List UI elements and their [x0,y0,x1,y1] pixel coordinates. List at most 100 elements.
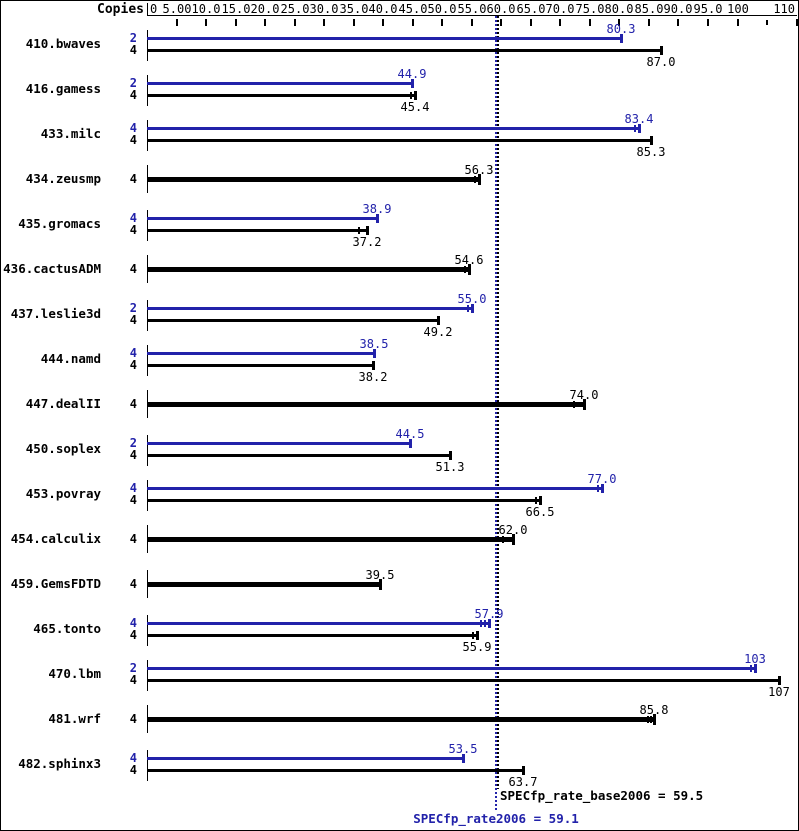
copies-label: 4 [129,673,137,687]
bar-value-label: 63.7 [508,775,538,789]
bar-run-mark [573,401,575,408]
benchmark-axis-segment [147,300,148,331]
copies-label: 4 [129,616,137,630]
bar-value-label: 44.9 [397,67,427,81]
bar-value-label: 80.3 [606,22,636,36]
result-bar-base [147,769,523,772]
axis-zero-label: 0 [150,2,158,16]
copies-label: 4 [129,358,137,372]
bar-end-cap [638,124,641,133]
result-bar-base [147,679,779,682]
bar-end-cap [650,136,653,145]
benchmark-label: 434.zeusmp [25,171,101,186]
axis-tick [235,19,237,26]
copies-label: 4 [129,763,137,777]
copies-label: 2 [129,31,137,45]
bar-end-cap [373,349,376,358]
result-bar-base [147,229,367,232]
copies-label: 2 [129,661,137,675]
result-bar-base [147,139,651,142]
bar-value-label: 38.5 [359,337,389,351]
copies-label: 4 [129,628,137,642]
bar-value-label: 56.3 [464,163,494,177]
result-bar-base [147,177,479,182]
result-bar-peak [147,757,463,760]
axis-tick-label: 25.0 [280,2,310,16]
bar-value-label: 49.2 [423,325,453,339]
bar-end-cap [468,264,471,275]
copies-label: 4 [129,172,137,186]
bar-value-label: 85.3 [636,145,666,159]
axis-tick-label: 100 [727,2,749,16]
copies-label: 4 [129,133,137,147]
benchmark-label: 470.lbm [48,666,101,681]
axis-tick [530,19,532,26]
axis-tick-label: 45.0 [398,2,428,16]
copies-label: 4 [129,577,137,591]
bar-value-label: 74.0 [569,388,599,402]
bar-run-mark [597,485,599,492]
result-bar-peak [147,127,639,130]
benchmark-label: 416.gamess [25,81,101,96]
bar-value-label: 39.5 [365,568,395,582]
base-rate-summary: SPECfp_rate_base2006 = 59.5 [500,788,704,803]
copies-label: 4 [129,121,137,135]
bar-end-cap [488,619,491,628]
result-bar-base [147,634,477,637]
bar-end-cap [437,316,440,325]
bar-end-cap [620,34,623,43]
bar-end-cap [778,676,781,685]
reference-line-peak [495,16,497,811]
result-bar-base [147,717,654,722]
axis-tick [559,19,561,26]
bar-run-mark [502,536,504,543]
axis-tick [589,19,591,26]
axis-tick-label: 35.0 [339,2,369,16]
bar-value-label: 85.8 [639,703,669,717]
copies-label: 4 [129,43,137,57]
x-axis-line [147,15,797,16]
benchmark-label: 444.namd [40,351,101,366]
benchmark-label: 435.gromacs [18,216,101,231]
copies-label: 4 [129,262,137,276]
result-bar-base [147,537,513,542]
bar-end-cap [372,361,375,370]
benchmark-axis-segment [147,210,148,241]
bar-run-mark [647,716,649,723]
axis-tick-label: 60.0 [486,2,516,16]
bar-end-cap [601,484,604,493]
axis-tick-label: 30.0 [309,2,339,16]
axis-tick-label: 110 [773,2,795,16]
copies-label: 4 [129,397,137,411]
bar-value-label: 37.2 [352,235,382,249]
bar-value-label: 107 [768,685,790,699]
axis-tick [353,19,355,26]
copies-label: 4 [129,481,137,495]
bar-run-mark [358,227,360,234]
axis-tick [412,19,414,26]
result-bar-base [147,364,373,367]
copies-column-header: Copies [97,2,144,17]
axis-tick-label: 55.0 [457,2,487,16]
copies-label: 4 [129,223,137,237]
bar-value-label: 45.4 [400,100,430,114]
bar-value-label: 53.5 [448,742,478,756]
result-bar-peak [147,442,410,445]
bar-end-cap [476,631,479,640]
axis-tick [205,19,207,26]
bar-end-cap [411,79,414,88]
benchmark-axis-segment [147,480,148,511]
result-bar-base [147,499,540,502]
axis-tick-label: 20.0 [250,2,280,16]
bar-run-mark [472,632,474,639]
bar-end-cap [522,766,525,775]
axis-tick-label: 70.0 [545,2,575,16]
axis-tick-label: 85.0 [634,2,664,16]
bar-value-label: 55.9 [462,640,492,654]
copies-label: 4 [129,88,137,102]
result-bar-peak [147,307,472,310]
benchmark-label: 481.wrf [48,711,101,726]
benchmark-label: 482.sphinx3 [18,756,101,771]
axis-tick [471,19,473,26]
